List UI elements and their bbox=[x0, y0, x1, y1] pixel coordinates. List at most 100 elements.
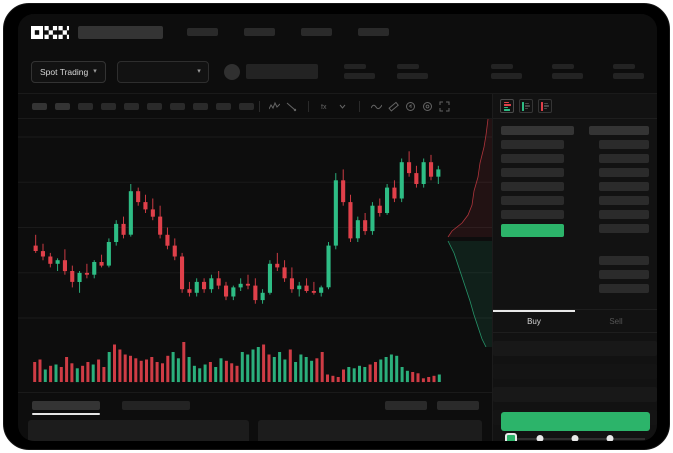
orderbook-ask-row[interactable] bbox=[493, 182, 657, 191]
stat-label bbox=[551, 64, 574, 69]
fullscreen-icon[interactable] bbox=[439, 101, 450, 112]
app-screen: OKX bbox=[18, 14, 657, 441]
timeframe-group bbox=[32, 102, 254, 110]
chevron-down-icon: ▾ bbox=[93, 68, 97, 75]
tab-sell[interactable]: Sell bbox=[575, 310, 657, 332]
bottom-tab-label bbox=[122, 401, 190, 410]
orderbook-mode-both-icon[interactable] bbox=[500, 99, 514, 113]
nav-link-2[interactable] bbox=[244, 28, 275, 36]
stat-label bbox=[490, 64, 513, 69]
orderbook-ask-row[interactable] bbox=[493, 140, 657, 149]
timeframe-button[interactable] bbox=[32, 102, 47, 110]
orderbook-mode-asks-only-icon[interactable] bbox=[538, 99, 552, 113]
market-stats-secondary bbox=[490, 64, 644, 79]
nav-link-4[interactable] bbox=[358, 28, 389, 36]
bottom-action-1[interactable] bbox=[385, 401, 427, 410]
market-stat bbox=[490, 64, 522, 79]
indicator-icon[interactable]: fx bbox=[320, 101, 331, 112]
candlestick-chart-svg bbox=[18, 136, 492, 319]
slider-mark-75[interactable] bbox=[606, 435, 614, 441]
spot-trading-dropdown[interactable]: Spot Trading ▾ bbox=[31, 60, 106, 83]
bottom-tab-open-orders[interactable] bbox=[32, 393, 100, 418]
top-nav: OKX bbox=[18, 14, 657, 50]
nav-link-3[interactable] bbox=[301, 28, 332, 36]
orderbook-mode-bids-only-icon[interactable] bbox=[519, 99, 533, 113]
bottom-action-2[interactable] bbox=[437, 401, 479, 410]
stat-label bbox=[396, 64, 419, 69]
tab-buy-label: Buy bbox=[527, 316, 541, 326]
orderbook-ask-row[interactable] bbox=[493, 168, 657, 177]
okx-logo[interactable]: OKX bbox=[31, 25, 69, 39]
order-field-type[interactable] bbox=[493, 341, 657, 356]
stat-value bbox=[551, 73, 583, 79]
submit-order-button[interactable] bbox=[501, 412, 650, 431]
timeframe-button[interactable] bbox=[55, 102, 70, 110]
market-stat bbox=[551, 64, 583, 79]
candlestick-chart[interactable] bbox=[18, 119, 492, 334]
okx-logo-icon bbox=[31, 25, 69, 39]
timeframe-button[interactable] bbox=[170, 102, 185, 110]
line-chart-icon[interactable] bbox=[269, 101, 280, 112]
svg-text:fx: fx bbox=[321, 104, 327, 111]
bottom-tab-order-history[interactable] bbox=[122, 393, 190, 418]
orderbook-ask-row[interactable] bbox=[493, 210, 657, 219]
timeframe-button[interactable] bbox=[239, 102, 254, 110]
orderbook-bid-row[interactable] bbox=[493, 284, 657, 293]
orderbook-spread-gap bbox=[493, 242, 657, 256]
order-book[interactable] bbox=[493, 119, 657, 309]
orderbook-col-price bbox=[501, 126, 574, 135]
orderbook-bid-row[interactable] bbox=[493, 256, 657, 265]
orderbook-ask-row[interactable] bbox=[493, 154, 657, 163]
market-stat bbox=[396, 64, 428, 79]
ruler-icon[interactable] bbox=[388, 101, 399, 112]
slider-handle[interactable] bbox=[505, 433, 517, 441]
nav-link-1[interactable] bbox=[187, 28, 218, 36]
order-field-price[interactable] bbox=[493, 364, 657, 379]
stat-label bbox=[343, 64, 366, 69]
slider-mark-50[interactable] bbox=[571, 435, 579, 441]
bottom-panel-right[interactable] bbox=[258, 420, 482, 441]
orderbook-best-bid-row[interactable] bbox=[493, 224, 657, 237]
market-stat bbox=[343, 64, 375, 79]
orderbook-bid-row[interactable] bbox=[493, 270, 657, 279]
timeframe-button[interactable] bbox=[101, 102, 116, 110]
timeframe-button[interactable] bbox=[147, 102, 162, 110]
device-frame: OKX bbox=[3, 3, 670, 450]
market-stats-primary bbox=[343, 64, 428, 79]
depth-chart-overlay bbox=[442, 119, 492, 347]
pair-select[interactable]: ▾ bbox=[116, 60, 209, 83]
alert-icon[interactable] bbox=[405, 101, 416, 112]
bottom-panels bbox=[18, 420, 492, 441]
trend-line-icon[interactable] bbox=[286, 101, 297, 112]
toolbar-divider bbox=[308, 100, 309, 112]
pair-price bbox=[245, 64, 318, 79]
order-field-amount[interactable] bbox=[493, 387, 657, 402]
tab-buy[interactable]: Buy bbox=[493, 310, 575, 332]
bottom-tab-bar bbox=[18, 392, 492, 418]
market-header: Spot Trading ▾ ▾ bbox=[18, 50, 657, 94]
timeframe-button[interactable] bbox=[124, 102, 139, 110]
orderbook-best-bid bbox=[501, 224, 564, 237]
settings-icon[interactable] bbox=[422, 101, 433, 112]
bottom-panel-left[interactable] bbox=[28, 420, 249, 441]
active-tab-underline bbox=[32, 413, 100, 415]
stat-value bbox=[612, 73, 644, 79]
volume-histogram bbox=[18, 334, 492, 392]
toolbar-divider bbox=[259, 100, 260, 112]
timeframe-button[interactable] bbox=[193, 102, 208, 110]
search-input[interactable] bbox=[78, 25, 163, 39]
nav-links bbox=[187, 28, 389, 36]
orderbook-mode-group bbox=[493, 94, 657, 119]
timeframe-button[interactable] bbox=[78, 102, 93, 110]
wave-icon[interactable] bbox=[371, 101, 382, 112]
stat-label bbox=[612, 64, 635, 69]
orderbook-ask-row[interactable] bbox=[493, 196, 657, 205]
chevron-down-icon: ▾ bbox=[197, 68, 201, 75]
timeframe-button[interactable] bbox=[216, 102, 231, 110]
amount-slider[interactable] bbox=[505, 433, 645, 441]
right-column: Buy Sell bbox=[492, 94, 657, 441]
chevron-down-icon[interactable] bbox=[337, 101, 348, 112]
toolbar-divider bbox=[359, 100, 360, 112]
slider-mark-25[interactable] bbox=[536, 435, 544, 441]
spot-trading-label: Spot Trading bbox=[40, 66, 89, 77]
